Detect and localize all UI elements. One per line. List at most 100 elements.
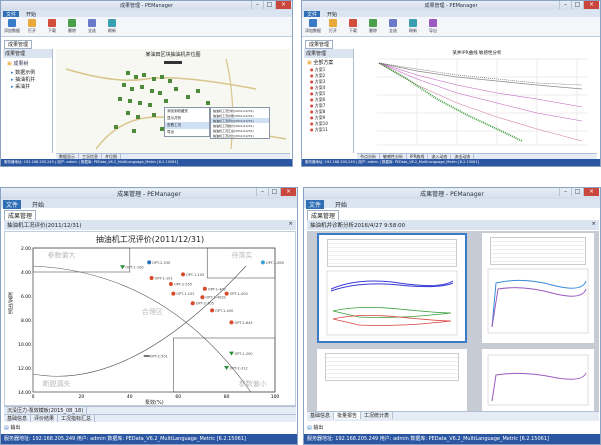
menu-start[interactable]: 开始 [335,202,348,209]
tree-item[interactable]: ▣ 成果树 [7,61,29,67]
tree-item[interactable]: ● 方案2 [310,73,326,78]
submenu-item[interactable]: 抽油机工况对比(2011/12/31) [213,133,254,138]
report-page[interactable] [317,233,467,343]
bottom-tab[interactable]: 工况指标汇总 [58,415,96,422]
maximize-button[interactable]: □ [571,1,583,9]
sidebar-title: 成果管理 [3,49,52,58]
maximize-button[interactable]: □ [571,188,583,196]
report-page[interactable] [317,349,467,411]
tree-item[interactable]: ● 方案1 [310,67,326,72]
bottom-tab[interactable]: 流入动态 [428,154,452,160]
bottom-tab[interactable]: 数据显示 [56,154,79,160]
boundary-curve [32,265,247,377]
ribbon-button[interactable]: 下载 [344,19,362,34]
report-page[interactable] [482,233,594,343]
bottom-tab[interactable]: 流出动态 [451,154,475,160]
output-panel[interactable]: ▤ 输出 [307,425,324,431]
map-area[interactable]: 某油田区块抽油机井位图 添加到收藏夹 显示井别 查看工况 [56,49,290,153]
menu-file[interactable]: 文件 [306,200,325,209]
plot-frame [32,247,276,393]
data-point [149,276,154,280]
bottom-tab[interactable]: IPR曲线 [407,154,429,160]
ribbon-button[interactable]: 添加数据 [304,19,322,34]
ribbon-button[interactable]: 刷新 [103,19,121,34]
menu-start[interactable]: 开始 [32,202,45,209]
minimize-button[interactable]: – [559,188,571,196]
point-label: OPT-1-500 [230,292,248,296]
submenu-item[interactable]: 抽油机工况分析(2011/12/31) [213,108,254,113]
context-menu-item[interactable]: 显示井别 [167,116,181,120]
ribbon-button[interactable]: 全选 [384,19,402,34]
bottom-tab[interactable]: 评价结果 [31,415,59,422]
report-chart [487,268,589,334]
bottom-tab[interactable]: 批量报告 [334,412,362,419]
menu-file[interactable]: 文件 [3,200,22,209]
close-button[interactable]: × [280,188,296,196]
tree-item[interactable]: ● 方案9 [310,115,326,120]
menu-start[interactable]: 开始 [327,12,338,18]
data-point [171,291,176,296]
submenu-item[interactable]: 抽油机工况诊断(2011/12/31) [213,113,254,118]
bottom-tab[interactable]: 工况信息 [79,154,102,160]
tree-item[interactable]: ● 方案10 [310,121,328,126]
bottom-tab[interactable]: 敏感性分析 [380,154,407,160]
bottom-tab[interactable]: 基础信息 [4,415,32,422]
bottom-tab[interactable]: 节点分析 [357,154,380,160]
submenu-item[interactable]: 抽油机工况评价(2011/12/31) [211,118,269,123]
ribbon-button[interactable]: 删除 [63,19,81,34]
close-button[interactable]: × [583,188,599,196]
ribbon-button[interactable]: 添加数据 [3,19,21,34]
doc-tab[interactable]: 成果管理 [4,40,33,49]
tree-item[interactable]: ● 方案6 [310,97,326,102]
tree-item[interactable]: ● 方案5 [310,91,326,96]
tree-item[interactable]: ▸ 采油井 [11,84,31,90]
x-tick-label: 80 [224,394,230,400]
status-bar: 服务器地址: 192.168.205.249 | 用户: admin | 数据库… [302,159,600,166]
minimize-button[interactable]: – [256,188,268,196]
bottom-tab[interactable]: 工况统计表 [361,412,394,419]
minimize-button[interactable]: – [559,1,571,9]
menu-file[interactable]: 文件 [3,11,20,18]
tree-item[interactable]: ● 方案7 [310,103,326,108]
tree-item[interactable]: ● 方案11 [310,127,328,132]
context-menu-item[interactable]: 添加到收藏夹 [167,109,188,113]
maximize-button[interactable]: □ [263,1,275,9]
menu-start[interactable]: 开始 [26,12,37,18]
close-button[interactable]: × [583,1,599,9]
tree-item[interactable]: ● 方案4 [310,85,326,90]
template-tab[interactable]: 沉没压力-泵效模板(2015_08_18) [4,407,88,414]
close-icon[interactable]: × [591,221,596,227]
minimize-button[interactable]: – [251,1,263,9]
ribbon-button[interactable]: 打开 [23,19,41,34]
output-panel[interactable]: ▤ 输出 [4,425,21,431]
doc-tab[interactable]: 成果管理 [305,40,334,49]
close-button[interactable]: × [275,1,291,9]
menu-file[interactable]: 文件 [304,11,321,18]
data-point [210,308,215,313]
tree-item[interactable]: ▣ 全部方案 [307,60,334,66]
report-page[interactable] [482,349,594,411]
sub-tab[interactable]: 抽油机工况评价(2011/12/31) × [4,220,296,230]
tree-item[interactable]: ▸ 数据示例 [11,70,36,76]
bottom-tab[interactable]: 基础信息 [307,412,335,419]
bottom-tab[interactable]: 井位图 [102,154,121,160]
region-box [206,247,276,279]
maximize-button[interactable]: □ [268,188,280,196]
submenu: 抽油机工况分析(2011/12/31) 抽油机工况诊断(2011/12/31) … [210,107,270,139]
close-icon[interactable]: × [288,221,293,227]
context-menu-item[interactable]: 导出 [167,130,174,134]
tree-item[interactable]: ● 方案3 [310,79,326,84]
ribbon-button[interactable]: 刷新 [404,19,422,34]
ribbon-button[interactable]: 删除 [364,19,382,34]
ribbon-button[interactable]: 导出 [424,19,442,34]
submenu-item[interactable]: 抽油机工况统计(2011/12/31) [213,123,254,128]
tree-item[interactable]: ● 方案8 [310,109,326,114]
boundary-curve [32,265,252,393]
ribbon-button[interactable]: 打开 [324,19,342,34]
submenu-item[interactable]: 抽油机工况汇总(2011/12/31) [213,128,254,133]
context-menu-item[interactable]: 查看工况 [165,122,209,129]
tree-item[interactable]: ▸ 抽油机井 [11,77,36,83]
ribbon-button[interactable]: 全选 [83,19,101,34]
sub-tab[interactable]: 抽油机井诊断分析2016/4/27 9:58:00 × [307,220,599,230]
ribbon-button[interactable]: 下载 [43,19,61,34]
